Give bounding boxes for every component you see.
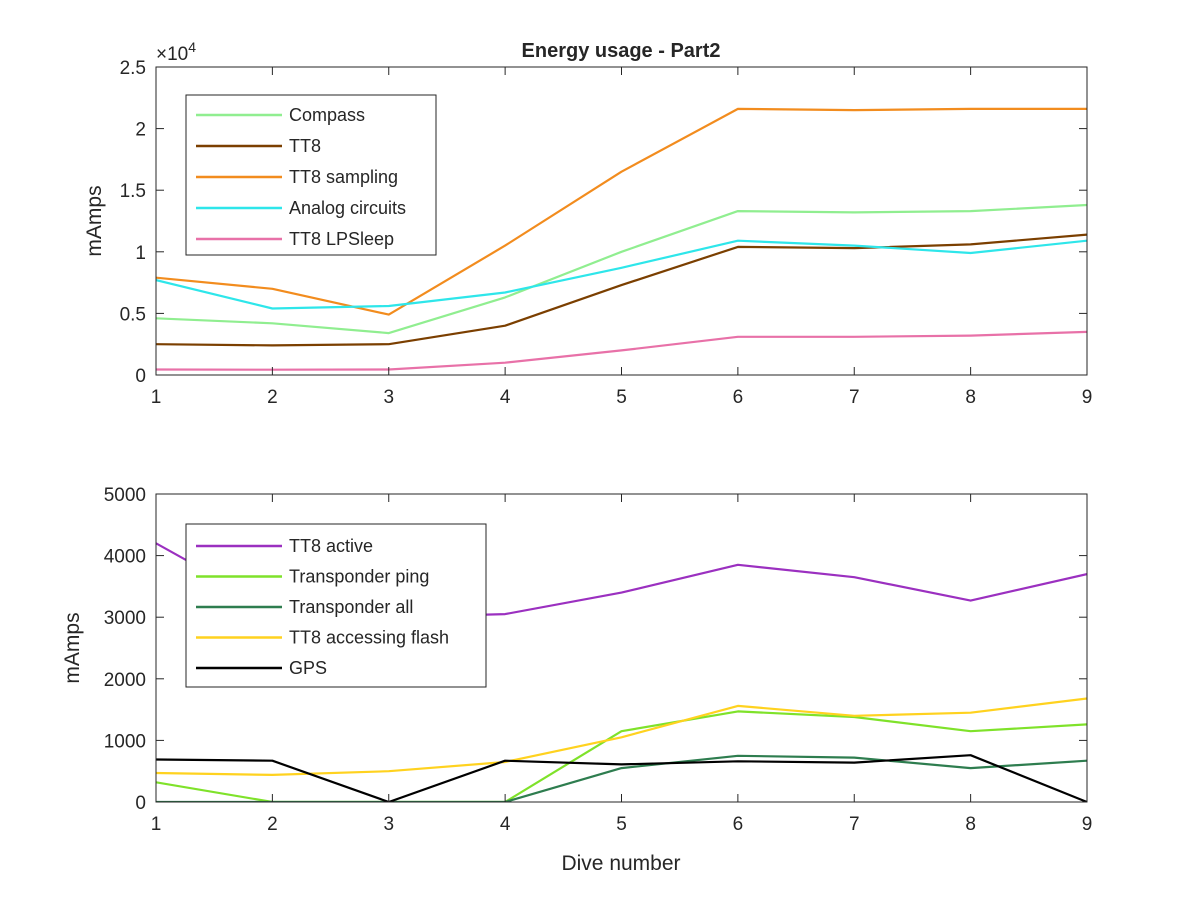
x-tick-label: 6 [733,387,744,408]
y-tick-label: 1000 [104,731,146,752]
y-tick-label: 0 [135,793,146,814]
legend-label-tt8-lpsleep: TT8 LPSleep [289,229,394,249]
y-tick-label: 2.5 [120,58,146,79]
legend-box [185,94,437,256]
exponent-power: 4 [188,39,196,55]
legend-label-analog-circuits: Analog circuits [289,198,406,218]
top-y-exponent-label: ×104 [156,39,196,65]
legend-label-tt8-sampling: TT8 sampling [289,167,398,187]
y-tick-label: 5000 [104,485,146,506]
x-axis-label: Dive number [561,852,680,875]
top-series-lines [156,107,1087,371]
x-tick-label: 4 [500,387,511,408]
x-tick-label: 8 [965,814,976,835]
top-y-axis-label: mAmps [83,185,106,256]
x-tick-label: 7 [849,387,860,408]
legend-label-gps: GPS [289,658,327,678]
top-axes-box [155,66,1088,376]
x-tick-label: 5 [616,387,627,408]
series-line-analog-circuits [156,239,1087,310]
bottom-legend: TT8 active Transponder ping Transponder al… [185,523,487,688]
legend-label-transponder-all: Transponder all [289,597,413,617]
x-tick-label: 3 [383,814,394,835]
series-line-transponder-all [156,754,1087,802]
y-tick-label: 2 [135,120,146,141]
x-tick-label: 2 [267,814,278,835]
legend-label-compass: Compass [289,105,365,125]
x-tick-label: 8 [965,387,976,408]
legend-label-tt8-accessing-flash: TT8 accessing flash [289,628,449,648]
series-line-tt8 [156,233,1087,347]
x-tick-label: 3 [383,387,394,408]
series-line-tt8-sampling [156,107,1087,316]
bottom-axes: 1 2 3 4 5 6 7 8 9 0 1000 2000 3000 4000 5000 mAmps Div… [61,485,1092,875]
x-tick-label: 2 [267,387,278,408]
x-tick-label: 1 [151,814,162,835]
x-tick-label: 6 [733,814,744,835]
x-tick-label: 7 [849,814,860,835]
legend-label-transponder-ping: Transponder ping [289,567,429,587]
y-tick-label: 4000 [104,547,146,568]
legend-label-tt8: TT8 [289,136,321,156]
y-tick-label: 0.5 [120,304,146,325]
x-tick-label: 5 [616,814,627,835]
chart-title: Energy usage - Part2 [522,40,721,62]
series-line-transponder-ping [156,710,1087,802]
y-tick-label: 1.5 [120,181,146,202]
bottom-axes-box [155,493,1088,803]
top-legend: Compass TT8 TT8 sampling Analog circuits TT8… [185,94,437,256]
y-tick-label: 2000 [104,670,146,691]
bottom-series-lines [156,542,1087,802]
y-tick-label: 1 [135,243,146,264]
bottom-y-axis-label: mAmps [61,612,84,683]
y-tick-label: 0 [135,366,146,387]
legend-label-tt8-active: TT8 active [289,536,373,556]
x-tick-label: 1 [151,387,162,408]
series-line-tt8-lpsleep [156,330,1087,371]
bottom-axis-ticks: 1 2 3 4 5 6 7 8 9 0 1000 2000 3000 4000 5000 [104,485,1093,835]
top-axes: 1 2 3 4 5 6 7 8 9 0 0.5 1 1.5 2 2.5 Energy usage - Par… [83,39,1092,408]
x-tick-label: 9 [1082,387,1093,408]
series-line-gps [156,754,1087,802]
series-line-compass [156,203,1087,335]
y-tick-label: 3000 [104,608,146,629]
x-tick-label: 9 [1082,814,1093,835]
legend-box [185,523,487,688]
x-tick-label: 4 [500,814,511,835]
exponent-base: ×10 [156,44,188,65]
